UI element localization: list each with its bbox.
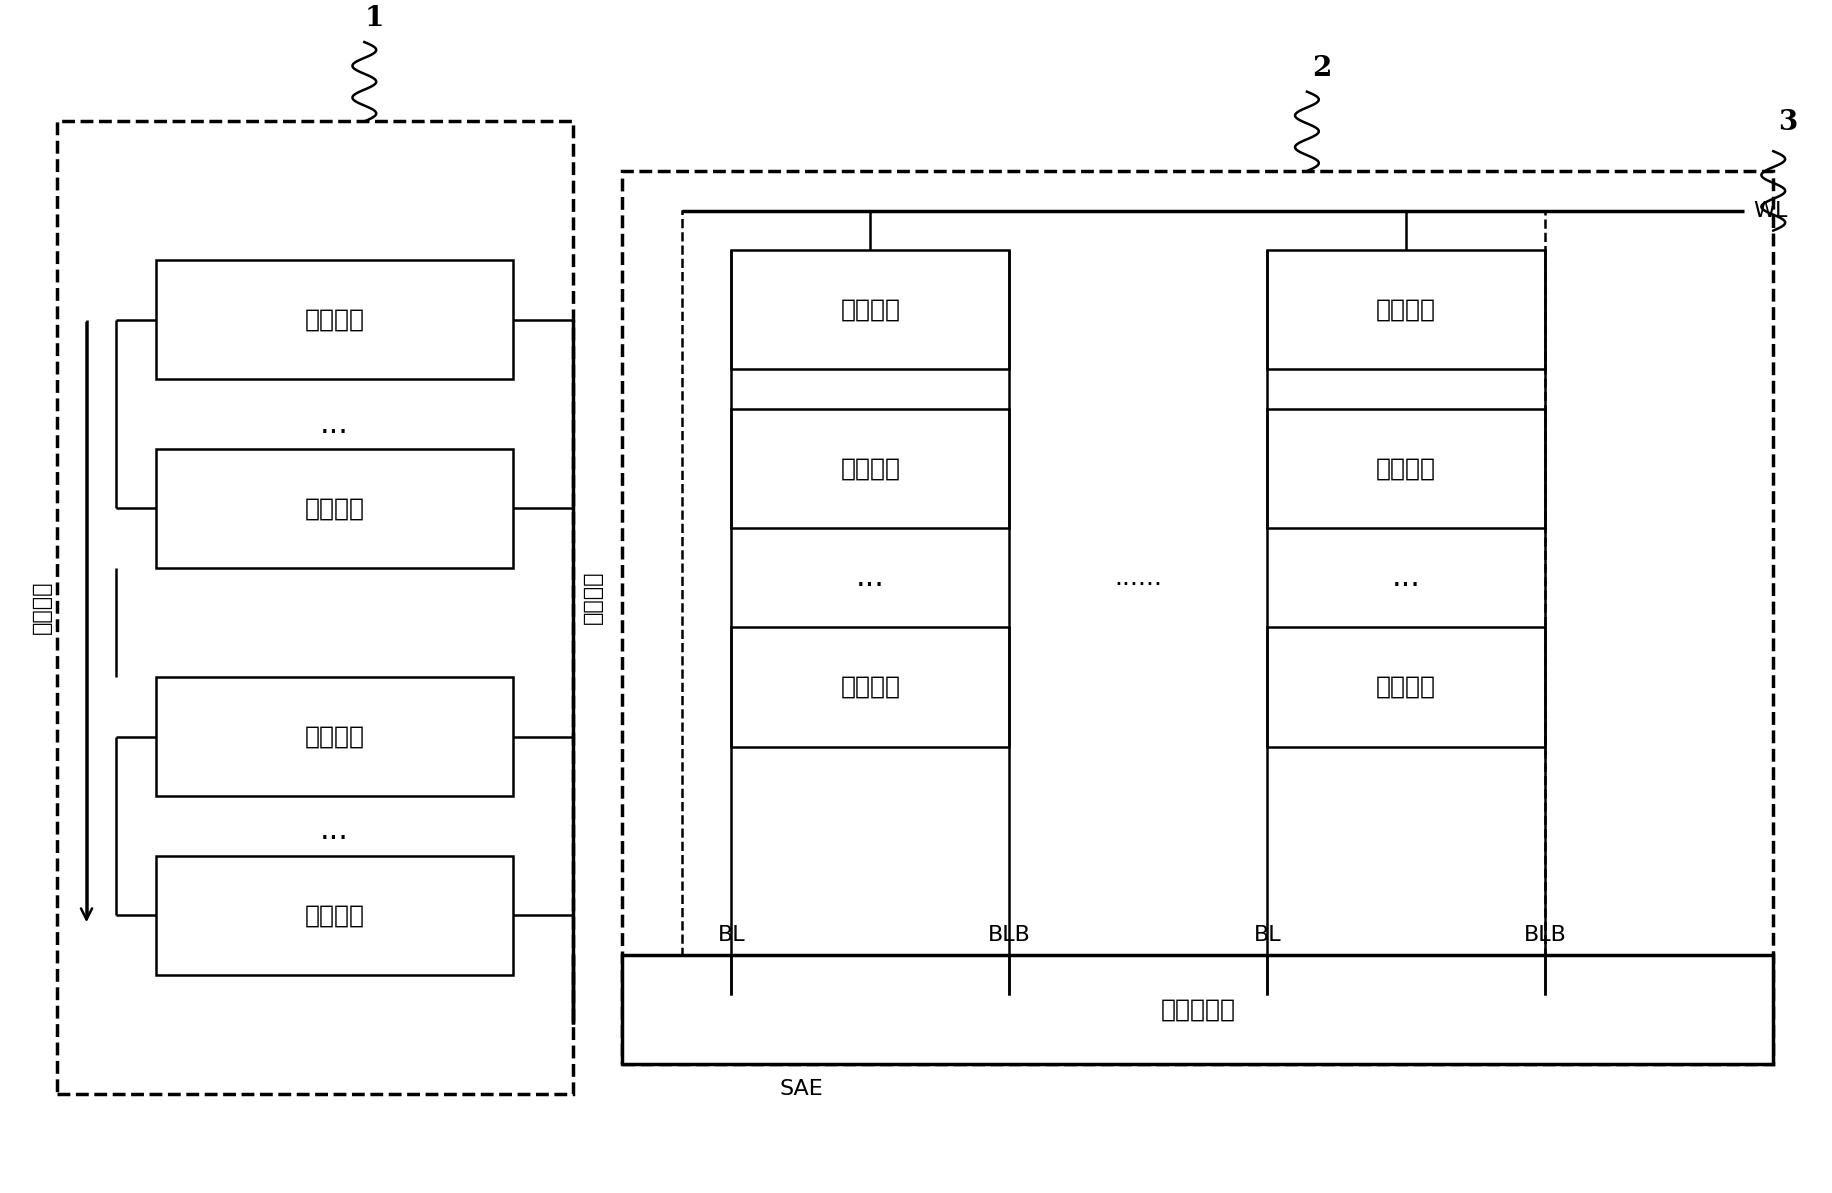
Text: 灵敏放大器: 灵敏放大器	[1160, 997, 1235, 1021]
FancyBboxPatch shape	[731, 251, 1009, 370]
Text: WL: WL	[1753, 200, 1786, 221]
FancyBboxPatch shape	[156, 678, 513, 796]
Text: ......: ......	[1114, 565, 1161, 589]
FancyBboxPatch shape	[156, 449, 513, 568]
Text: 存储单元: 存储单元	[1376, 298, 1436, 322]
Text: SAE: SAE	[779, 1078, 823, 1099]
Text: 模拟单元: 模拟单元	[304, 903, 365, 927]
Text: BLB: BLB	[1522, 925, 1566, 945]
Text: 模拟单元: 模拟单元	[304, 496, 365, 520]
Text: 复制字线: 复制字线	[31, 581, 51, 635]
Text: 存储单元: 存储单元	[1376, 457, 1436, 481]
FancyBboxPatch shape	[1266, 251, 1544, 370]
FancyBboxPatch shape	[731, 628, 1009, 747]
Text: ...: ...	[856, 563, 885, 593]
Text: 模拟单元: 模拟单元	[304, 724, 365, 748]
Text: 复制位线: 复制位线	[583, 571, 603, 624]
Text: 模拟单元: 模拟单元	[304, 308, 365, 332]
Text: 存储单元: 存储单元	[839, 457, 900, 481]
FancyBboxPatch shape	[623, 954, 1772, 1064]
Text: 存储单元: 存储单元	[839, 298, 900, 322]
FancyBboxPatch shape	[1266, 409, 1544, 528]
Text: ...: ...	[1390, 563, 1420, 593]
FancyBboxPatch shape	[156, 855, 513, 975]
Text: 1: 1	[365, 5, 383, 32]
Text: 2: 2	[1312, 55, 1330, 82]
FancyBboxPatch shape	[1266, 628, 1544, 747]
Text: ...: ...	[321, 409, 348, 439]
Text: BL: BL	[1253, 925, 1281, 945]
Text: ...: ...	[321, 816, 348, 846]
Text: BLB: BLB	[987, 925, 1030, 945]
Text: BL: BL	[718, 925, 746, 945]
Text: 存储单元: 存储单元	[839, 675, 900, 699]
Text: 存储单元: 存储单元	[1376, 675, 1436, 699]
Text: 3: 3	[1777, 110, 1797, 136]
FancyBboxPatch shape	[731, 409, 1009, 528]
FancyBboxPatch shape	[156, 260, 513, 379]
